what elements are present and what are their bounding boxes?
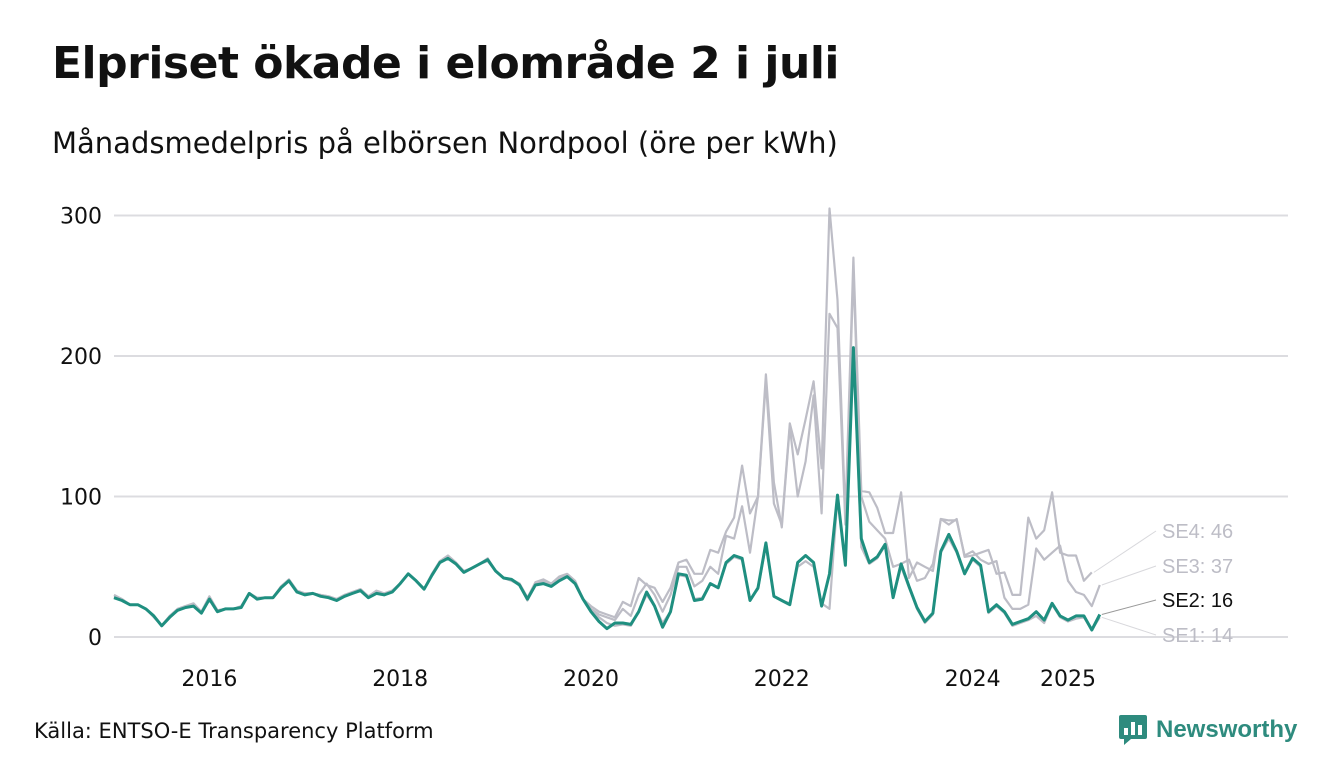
- y-axis-ticks: 0 100 200 300: [60, 205, 102, 652]
- series-label-se3: SE3: 37: [1162, 556, 1233, 578]
- series-label-se2: SE2: 16: [1162, 590, 1233, 612]
- x-tick-label: 2020: [563, 667, 619, 692]
- leader-line-se3: [1101, 565, 1157, 586]
- series-end-labels: SE1: 14 SE2: 16 SE3: 37 SE4: 46: [1093, 521, 1233, 647]
- x-tick-label: 2022: [754, 667, 810, 692]
- brand-name: Newsworthy: [1156, 716, 1298, 743]
- series-line-se4: [113, 207, 1093, 627]
- x-tick-label: 2025: [1040, 667, 1096, 692]
- y-tick-label: 100: [60, 486, 102, 511]
- leader-line-se1: [1101, 616, 1157, 636]
- brand-logo[interactable]: Newsworthy: [1118, 713, 1297, 747]
- x-tick-label: 2018: [372, 667, 428, 692]
- series-line-se3: [113, 270, 1101, 627]
- y-tick-label: 0: [88, 626, 102, 651]
- series-label-se1: SE1: 14: [1162, 625, 1233, 647]
- line-chart: 0 100 200 300 2016 2018 2020 2022 2024 2025 SE1:…: [60, 205, 1288, 692]
- chart-title: Elpriset ökade i elområde 2 i juli: [52, 38, 840, 89]
- y-tick-label: 200: [60, 345, 102, 370]
- leader-line-se2: [1101, 599, 1157, 616]
- series-line-se1: [113, 349, 1101, 632]
- grid-lines: [114, 214, 1288, 638]
- x-axis-ticks: 2016 2018 2020 2022 2024 2025: [181, 667, 1096, 692]
- series-label-se4: SE4: 46: [1162, 521, 1233, 543]
- series-lines: [113, 207, 1102, 632]
- bar-chart-speech-bubble-icon: [1119, 715, 1147, 745]
- series-line-se2: [113, 346, 1102, 632]
- y-tick-label: 300: [60, 205, 102, 230]
- chart-subtitle: Månadsmedelpris på elbörsen Nordpool (ör…: [52, 126, 838, 160]
- x-tick-label: 2024: [945, 667, 1001, 692]
- x-tick-label: 2016: [181, 667, 237, 692]
- leader-line-se4: [1093, 530, 1157, 573]
- source-note: Källa: ENTSO-E Transparency Platform: [34, 719, 434, 743]
